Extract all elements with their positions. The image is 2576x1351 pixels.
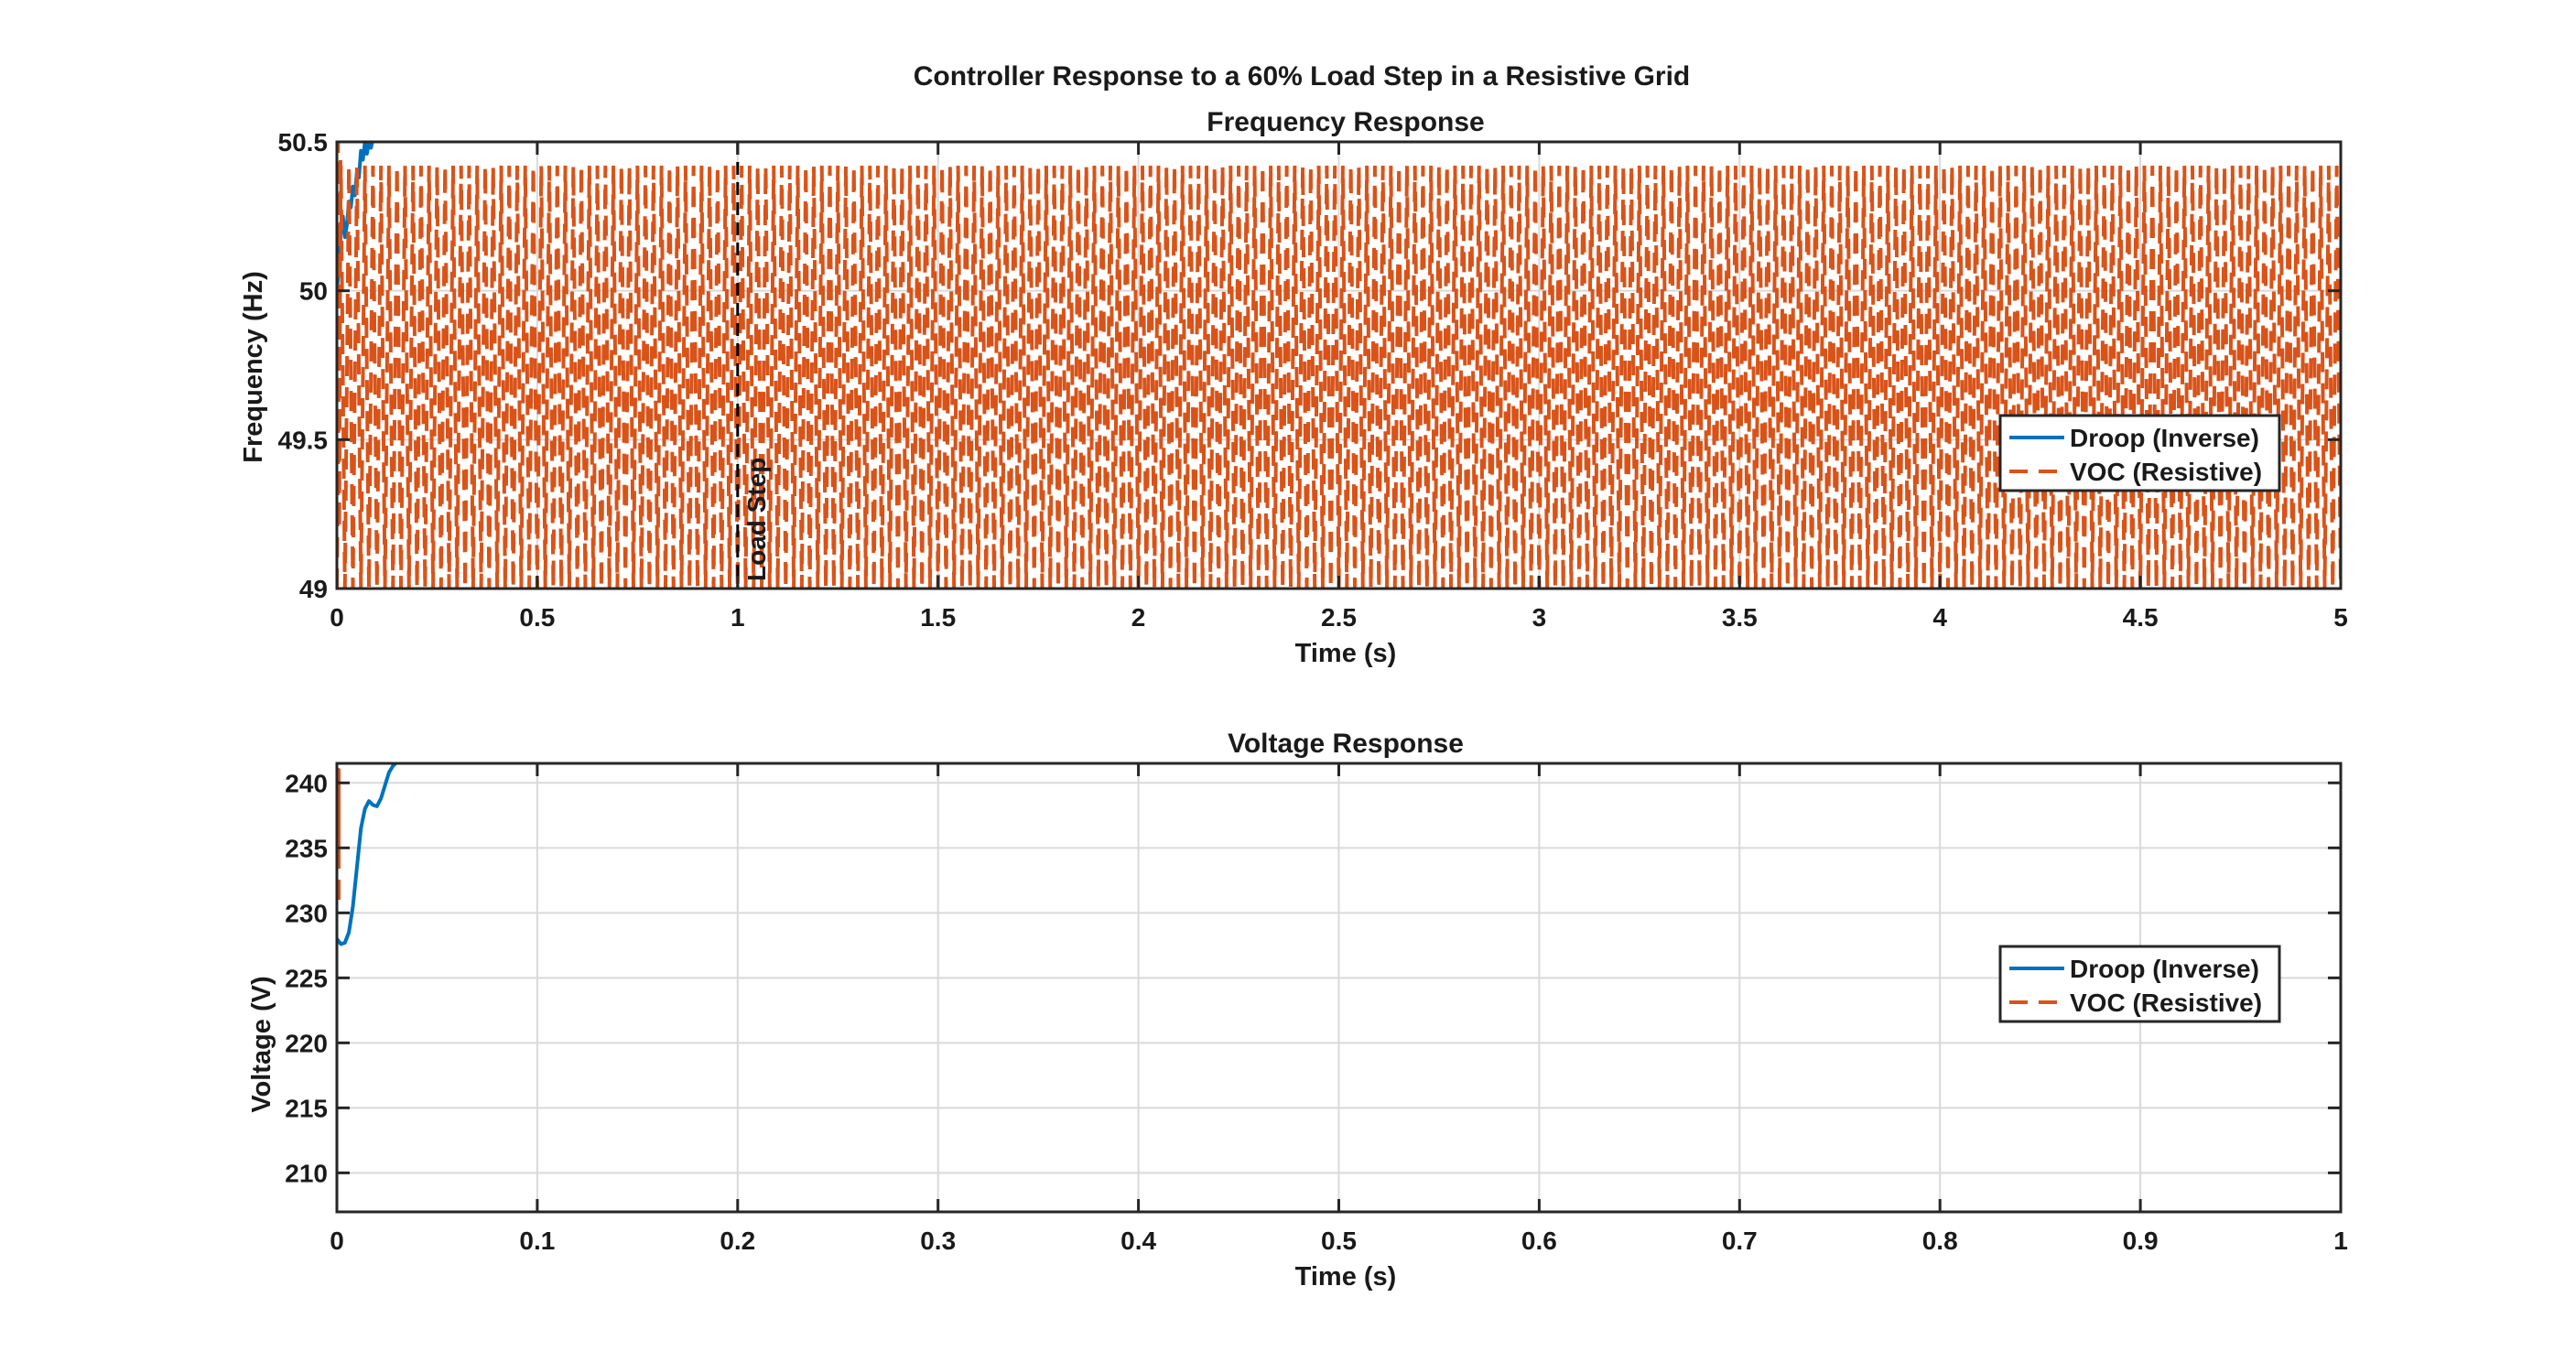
voltage-xtick-label-3: 0.3 [920,1227,956,1255]
voltage-ytick-label-1: 215 [285,1094,328,1122]
frequency-load-step-label: Load Step [742,458,771,581]
voltage-x-axis-label: Time (s) [1295,1262,1397,1292]
voltage-ytick-label-0: 210 [285,1159,328,1187]
frequency-ytick-label-1: 49.5 [278,426,329,454]
voltage-xtick-label-7: 0.7 [1722,1227,1758,1255]
voltage-ytick-label-6: 240 [285,769,328,797]
voltage-xtick-label-8: 0.8 [1922,1227,1958,1255]
voltage-panel: Voltage Response 0 0.1 0.2 0.3 0.4 0.5 0.6 0.7 0… [247,729,2348,1292]
voltage-xtick-label-0: 0 [330,1227,344,1255]
voltage-xtick-label-4: 0.4 [1120,1227,1156,1255]
voltage-xtick-label-2: 0.2 [720,1227,755,1255]
voltage-ticks: 0 0.1 0.2 0.3 0.4 0.5 0.6 0.7 0.8 0.9 1 210 215 220 22… [285,763,2348,1255]
voltage-legend-box [1998,945,2281,1023]
voltage-plot-area [337,763,399,946]
frequency-xtick-label-10: 5 [2333,603,2348,632]
frequency-xtick-label-8: 4 [1932,603,1947,632]
voltage-legend-label-droop: Droop (Inverse) [2070,955,2259,983]
frequency-ytick-label-2: 50 [299,277,328,306]
voltage-legend: Droop (Inverse) VOC (Resistive) [1998,945,2281,1023]
voltage-xtick-label-10: 1 [2333,1227,2348,1255]
frequency-legend-label-voc: VOC (Resistive) [2070,458,2262,486]
voltage-panel-title: Voltage Response [1228,729,1464,759]
voltage-ytick-label-3: 225 [285,964,328,992]
frequency-xtick-label-3: 1.5 [920,603,956,632]
frequency-y-axis-label: Frequency (Hz) [239,271,268,462]
figure-suptitle: Controller Response to a 60% Load Step i… [914,61,1691,92]
voltage-xtick-label-9: 0.9 [2123,1227,2159,1255]
frequency-xtick-label-4: 2 [1131,603,1146,632]
voltage-ytick-label-4: 230 [285,899,328,927]
frequency-xtick-label-7: 3.5 [1722,603,1758,632]
frequency-panel-title: Frequency Response [1207,107,1484,137]
frequency-xtick-label-5: 2.5 [1321,603,1357,632]
frequency-legend-label-droop: Droop (Inverse) [2070,424,2259,452]
voltage-xtick-label-1: 0.1 [519,1227,555,1255]
voltage-ytick-label-5: 235 [285,834,328,862]
voltage-xtick-label-6: 0.6 [1521,1227,1557,1255]
frequency-series-voc-oscillation [337,166,2341,589]
frequency-legend-box [1998,414,2281,492]
voltage-series-droop [337,763,399,946]
voltage-xtick-label-5: 0.5 [1321,1227,1357,1255]
frequency-xtick-label-1: 0.5 [519,603,555,632]
frequency-legend: Droop (Inverse) VOC (Resistive) [1998,414,2281,492]
frequency-ticks: 0 0.5 1 1.5 2 2.5 3 3.5 4 4.5 5 49 49.5 50 50.5 [278,128,2348,632]
frequency-ytick-label-3: 50.5 [278,128,329,157]
voltage-ytick-label-2: 220 [285,1029,328,1057]
frequency-panel: Frequency Response 0 0.5 1 1.5 2 2.5 3 3.5 4 4.5 5… [239,107,2348,668]
frequency-ytick-label-0: 49 [299,575,328,603]
voltage-legend-label-voc: VOC (Resistive) [2070,989,2262,1017]
frequency-xtick-label-0: 0 [330,603,344,632]
voltage-y-axis-label: Voltage (V) [247,976,276,1112]
frequency-xtick-label-9: 4.5 [2123,603,2159,632]
frequency-xtick-label-6: 3 [1532,603,1547,632]
frequency-xtick-label-2: 1 [731,603,745,632]
frequency-x-axis-label: Time (s) [1295,639,1397,668]
